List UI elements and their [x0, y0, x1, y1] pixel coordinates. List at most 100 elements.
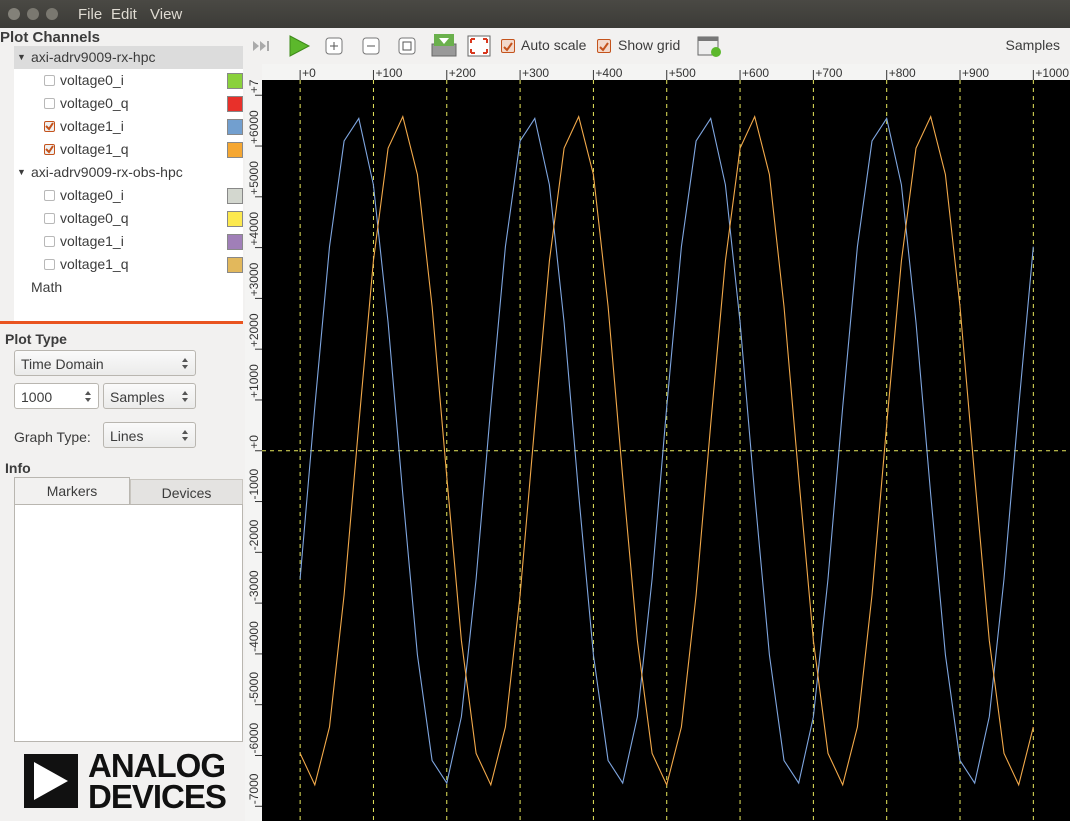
panel-title: Plot Channels	[0, 29, 101, 46]
x-tick-label: +300	[522, 66, 549, 80]
channel-name: voltage1_i	[60, 233, 124, 249]
channel-color	[227, 257, 243, 273]
title-bar: File Edit View	[0, 0, 1070, 28]
x-ruler	[262, 64, 1070, 80]
logo-line: ANALOG	[88, 747, 226, 784]
x-tick-label: +200	[449, 66, 476, 80]
channel-name: voltage0_q	[60, 210, 129, 226]
separator	[0, 321, 243, 324]
section-title: Plot Type	[5, 331, 67, 347]
combo-text: Samples	[110, 389, 165, 405]
channel-checkbox[interactable]	[44, 236, 55, 247]
x-tick-label: +1000	[1035, 66, 1069, 80]
menu-item[interactable]: File	[78, 6, 103, 23]
x-tick-label: +0	[302, 66, 316, 80]
channel-color	[227, 119, 243, 135]
channel-name: voltage0_i	[60, 187, 124, 203]
section-title: Info	[5, 460, 31, 476]
x-tick-label: +600	[742, 66, 769, 80]
y-tick-label: +3000	[247, 262, 261, 296]
y-tick-label: +7000	[247, 59, 261, 93]
channel-checkbox[interactable]	[44, 121, 55, 132]
channel-row: voltage1_i	[14, 115, 243, 138]
combo-text: Lines	[110, 428, 144, 444]
settings-button[interactable]	[697, 34, 723, 58]
logo-mark	[24, 754, 78, 808]
channel-name: voltage1_q	[60, 256, 129, 272]
x-unit-label: Samples	[1005, 37, 1060, 53]
y-tick-label: -2000	[247, 519, 261, 550]
device-row: ▼ axi-adrv9009-rx-hpc	[14, 46, 243, 69]
zoom-fit-button[interactable]	[398, 37, 416, 55]
channel-checkbox[interactable]	[44, 75, 55, 86]
series-line	[299, 114, 1034, 787]
zoom-out-button[interactable]	[362, 37, 380, 55]
device-row: ▼ axi-adrv9009-rx-obs-hpc	[14, 161, 243, 184]
menu-item[interactable]: View	[150, 6, 183, 23]
y-tick-label: -3000	[247, 570, 261, 601]
x-tick-label: +900	[962, 66, 989, 80]
y-tick-label: -1000	[247, 469, 261, 500]
menu-item[interactable]: Edit	[111, 6, 137, 23]
step-button[interactable]	[251, 36, 275, 56]
x-tick-label: +700	[815, 66, 842, 80]
tab[interactable]: Devices	[130, 479, 243, 505]
graph-type-combo[interactable]: Lines	[103, 422, 196, 448]
y-tick-label: -6000	[247, 722, 261, 753]
sample-count-spin[interactable]: 1000	[14, 383, 99, 409]
markers-panel	[14, 504, 243, 742]
channel-color	[227, 73, 243, 89]
channel-name: voltage1_i	[60, 118, 124, 134]
run-button[interactable]	[287, 34, 311, 58]
auto-scale-checkbox[interactable]	[501, 39, 515, 53]
close-button[interactable]	[8, 8, 20, 20]
unit-combo[interactable]: Samples	[103, 383, 196, 409]
y-tick-label: -4000	[247, 621, 261, 652]
x-tick-label: +800	[889, 66, 916, 80]
y-tick-label: +1000	[247, 364, 261, 398]
device-name: axi-adrv9009-rx-obs-hpc	[31, 164, 183, 180]
series-line	[299, 116, 1034, 785]
y-ruler	[245, 80, 262, 821]
fullscreen-button[interactable]	[467, 35, 491, 57]
combo-text: Time Domain	[21, 356, 104, 372]
channel-checkbox[interactable]	[44, 213, 55, 224]
channel-color	[227, 188, 243, 204]
x-tick-label: +500	[669, 66, 696, 80]
channel-name: voltage0_q	[60, 95, 129, 111]
show-grid-checkbox[interactable]	[597, 39, 611, 53]
channel-name: voltage0_i	[60, 72, 124, 88]
channel-row: voltage0_q	[14, 92, 243, 115]
y-tick-label: +4000	[247, 212, 261, 246]
maximize-button[interactable]	[46, 8, 58, 20]
minimize-button[interactable]	[27, 8, 39, 20]
channel-color	[227, 96, 243, 112]
domain-combo[interactable]: Time Domain	[14, 350, 196, 376]
channel-color	[227, 234, 243, 250]
channel-row: voltage1_i	[14, 230, 243, 253]
y-tick-label: -7000	[247, 773, 261, 804]
device-name: axi-adrv9009-rx-hpc	[31, 49, 156, 65]
channel-checkbox[interactable]	[44, 259, 55, 270]
logo-text: ANALOG DEVICES	[88, 747, 227, 813]
x-tick-label: +400	[595, 66, 622, 80]
channel-name: voltage1_q	[60, 141, 129, 157]
y-tick-label: +6000	[247, 110, 261, 144]
y-tick-label: -5000	[247, 672, 261, 703]
channel-checkbox[interactable]	[44, 190, 55, 201]
checkbox-label: Show grid	[618, 37, 681, 53]
toolbar: Auto scale Show grid Samples	[245, 28, 1070, 64]
channel-checkbox[interactable]	[44, 144, 55, 155]
tab[interactable]: Markers	[14, 477, 130, 505]
plot-area	[262, 80, 1070, 821]
channel-row: voltage0_i	[14, 69, 243, 92]
expander: ▼	[17, 167, 26, 177]
save-button[interactable]	[431, 32, 457, 58]
y-tick-label: +5000	[247, 161, 261, 195]
channel-row: voltage1_q	[14, 253, 243, 276]
channel-checkbox[interactable]	[44, 98, 55, 109]
checkbox-label: Auto scale	[521, 37, 587, 53]
zoom-in-button[interactable]	[325, 37, 343, 55]
channel-tree: ▼ axi-adrv9009-rx-hpc voltage0_i voltage0_q…	[14, 46, 243, 321]
